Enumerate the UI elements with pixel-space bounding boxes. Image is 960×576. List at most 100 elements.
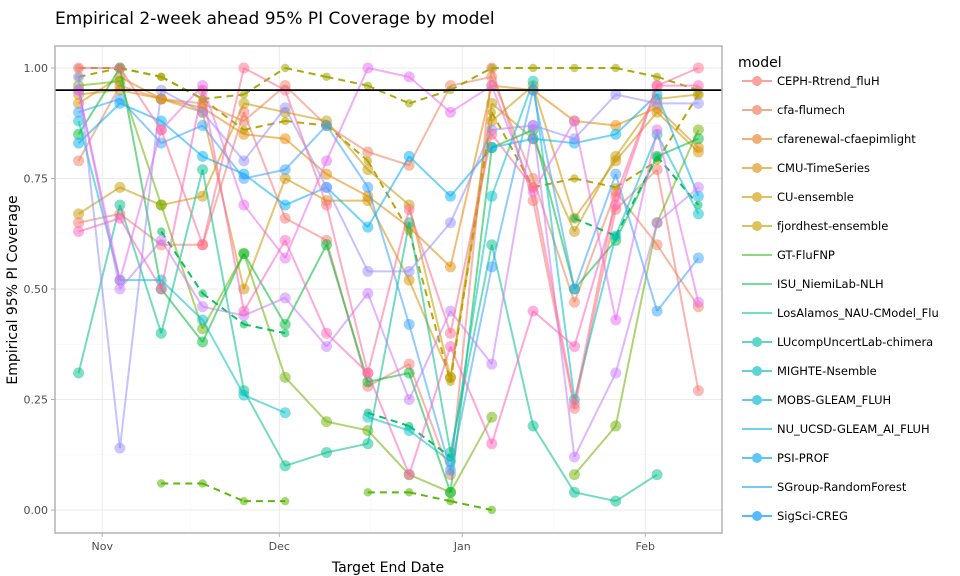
data-point [198, 289, 207, 298]
data-point [73, 71, 85, 83]
series-line-segment [614, 85, 659, 197]
x-axis-title: Target End Date [331, 560, 444, 576]
series-line-segment [160, 124, 203, 145]
series-line-segment [284, 111, 327, 123]
series-line-segment [408, 222, 452, 453]
series-line-segment [325, 186, 369, 272]
series-line-segment [202, 93, 244, 100]
data-point [114, 93, 126, 105]
legend-item: SigSci-CREG [742, 509, 848, 523]
data-point [486, 97, 498, 109]
legend-label: LUcompUncertLab-chimera [777, 335, 933, 349]
data-point [321, 155, 333, 167]
data-point [528, 63, 538, 73]
data-point [568, 115, 580, 127]
series-line-segment [532, 187, 576, 405]
series-line-segment [532, 129, 576, 290]
data-point [568, 283, 580, 295]
series-line-segment [408, 279, 452, 378]
series-line-segment [656, 133, 700, 215]
data-point [197, 190, 209, 202]
data-point [610, 495, 622, 507]
series-line-segment [656, 93, 700, 162]
series-line-segment [574, 491, 616, 503]
data-point [486, 128, 498, 140]
data-point [114, 199, 126, 211]
data-point [279, 252, 291, 264]
series-line-segment [573, 155, 617, 233]
series-line-segment [201, 85, 245, 206]
data-point [322, 72, 331, 82]
data-point [527, 305, 539, 317]
data-point [73, 367, 85, 379]
legend-item: fjordhest-ensemble [742, 219, 888, 233]
series-line-segment [615, 106, 658, 127]
legend-label: MOBS-GLEAM_FLUH [777, 393, 891, 407]
series-line-segment [119, 217, 163, 290]
legend-label: fjordhest-ensemble [777, 219, 888, 233]
legend-key-point [752, 337, 762, 347]
series-line-segment [160, 97, 203, 114]
data-point [610, 168, 622, 180]
series-line-segment [408, 324, 452, 471]
data-point [362, 438, 374, 450]
series-line-segment [408, 372, 452, 493]
legend-label: cfarenewal-cfaepimlight [777, 132, 916, 146]
data-point [568, 226, 580, 238]
data-point [610, 89, 622, 101]
data-point [279, 102, 291, 114]
data-point [403, 71, 415, 83]
series-line-segment [408, 346, 452, 475]
data-point [197, 119, 209, 131]
data-point [651, 164, 663, 176]
data-point [279, 234, 291, 246]
series-line-segment [242, 253, 287, 378]
series-line-segment [119, 98, 162, 144]
data-point [568, 486, 580, 498]
series-line-segment [243, 390, 287, 467]
series-line-segment [614, 111, 658, 162]
series-line-segment [573, 425, 617, 476]
series-line-segment [119, 67, 163, 131]
data-point [692, 190, 704, 202]
data-point [568, 451, 580, 463]
series-line-segment [284, 177, 327, 202]
data-point [568, 296, 580, 308]
y-tick-label: 0.75 [24, 173, 49, 186]
series-line-segment [160, 84, 204, 131]
series-line-segment [77, 76, 121, 449]
data-point [279, 199, 291, 211]
data-point [155, 234, 167, 246]
data-point [362, 287, 374, 299]
data-point [281, 496, 290, 506]
series-line-segment [614, 222, 659, 427]
series-line-segment [243, 394, 286, 414]
series-line-segment [325, 244, 369, 383]
series-line-segment [573, 239, 617, 290]
data-point [652, 72, 662, 82]
data-point [446, 377, 455, 387]
series-line-segment [656, 244, 700, 308]
series-line-segment [490, 244, 535, 427]
data-point [73, 217, 85, 229]
series-line-segment [408, 425, 452, 458]
data-point [610, 128, 622, 140]
data-point [281, 329, 290, 338]
series-line-segment [367, 84, 410, 105]
series-line-segment [77, 204, 121, 374]
series-line-segment [243, 67, 286, 96]
series-line-segment [449, 129, 493, 224]
series-line-segment [160, 75, 204, 100]
data-point [279, 212, 291, 224]
data-point [486, 80, 498, 92]
data-point [363, 156, 373, 166]
series-line-segment [119, 186, 162, 206]
series-line-segment [78, 97, 121, 114]
data-point [403, 274, 415, 286]
series-line-segment [573, 195, 617, 405]
data-point [238, 199, 250, 211]
legend-key-point [752, 453, 762, 463]
data-point [694, 200, 703, 210]
legend-label: SigSci-CREG [777, 509, 848, 523]
